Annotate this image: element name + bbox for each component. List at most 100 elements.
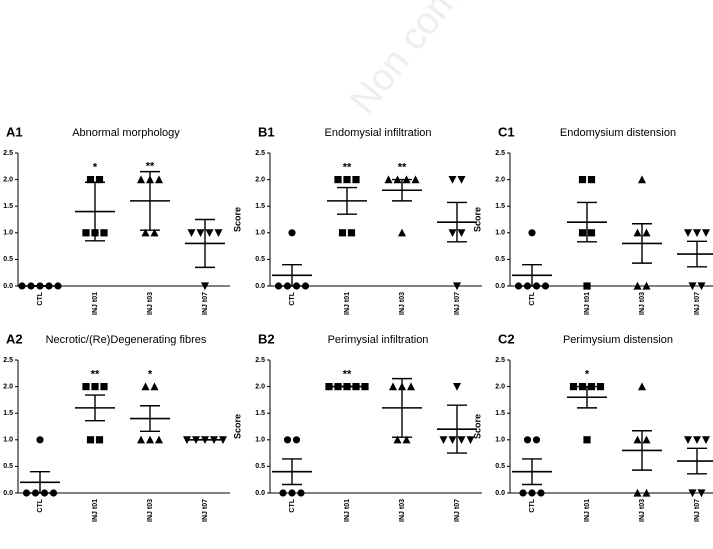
data-point (292, 436, 301, 444)
x-tick-label: CTL (289, 291, 296, 305)
data-point (633, 488, 642, 497)
y-tick-label: 1.0 (495, 230, 505, 237)
panel-title: Necrotic/(Re)Degenerating fibres (46, 334, 207, 346)
panel-label: B2 (258, 331, 275, 346)
y-tick-label: 2.5 (495, 357, 505, 364)
y-axis-label: Score (232, 414, 242, 439)
data-point (82, 229, 90, 237)
data-point (633, 435, 642, 444)
data-point (279, 489, 287, 497)
significance: * (148, 369, 153, 381)
data-point (86, 436, 95, 444)
y-tick-label: 1.5 (495, 203, 505, 210)
data-point (448, 436, 457, 444)
data-point (638, 175, 646, 184)
y-tick-label: 0.5 (495, 463, 505, 470)
y-tick-label: 2.0 (3, 176, 13, 183)
panel-title: Endomysial infiltration (325, 127, 432, 139)
data-point (457, 436, 466, 444)
data-point (532, 436, 541, 444)
data-point (288, 229, 296, 237)
data-point (155, 435, 163, 444)
data-point (205, 229, 214, 237)
x-tick-label: INJ t07 (202, 292, 209, 315)
x-tick-label: INJ t03 (639, 292, 646, 315)
data-point (297, 489, 305, 497)
data-point (633, 281, 642, 290)
x-tick-label: INJ t01 (584, 499, 591, 522)
data-point (596, 383, 605, 391)
x-tick-label: CTL (529, 291, 536, 305)
data-point (100, 229, 108, 237)
panel-title: Perimysium distension (563, 334, 673, 346)
data-point (283, 436, 292, 444)
data-point (196, 229, 205, 237)
data-point (86, 176, 95, 184)
data-point (587, 229, 596, 237)
data-point (137, 435, 145, 444)
panel-label: B1 (258, 124, 275, 139)
y-tick-label: 0.0 (255, 490, 265, 497)
y-tick-label: 2.5 (3, 357, 13, 364)
data-point (453, 383, 461, 391)
data-point (338, 229, 347, 237)
data-point (697, 282, 706, 291)
panel-label: C1 (498, 124, 515, 139)
data-point (457, 176, 466, 184)
x-tick-label: INJ t01 (344, 499, 351, 522)
significance: ** (398, 162, 407, 174)
data-point (201, 282, 209, 291)
data-point (642, 435, 651, 444)
x-tick-label: INJ t03 (399, 499, 406, 522)
panel-title: Endomysium distension (560, 127, 676, 139)
data-point (137, 175, 145, 184)
y-tick-label: 2.0 (255, 383, 265, 390)
data-point (693, 436, 701, 444)
data-point (402, 435, 411, 444)
data-point (100, 383, 108, 391)
data-point (684, 229, 692, 237)
x-tick-label: INJ t01 (92, 292, 99, 315)
panel-label: C2 (498, 331, 515, 346)
y-tick-label: 1.5 (3, 203, 13, 210)
data-point (528, 229, 536, 237)
x-tick-label: CTL (289, 498, 296, 512)
data-point (155, 175, 163, 184)
x-tick-label: INJ t03 (639, 499, 646, 522)
y-tick-label: 0.5 (255, 256, 265, 263)
y-tick-label: 0.0 (495, 490, 505, 497)
data-point (95, 436, 104, 444)
y-tick-label: 0.5 (255, 463, 265, 470)
data-point (91, 383, 99, 391)
y-tick-label: 1.0 (495, 437, 505, 444)
data-point (187, 229, 196, 237)
data-point (693, 229, 701, 237)
x-tick-label: CTL (529, 498, 536, 512)
data-point (569, 383, 578, 391)
y-tick-label: 0.0 (495, 283, 505, 290)
significance: ** (343, 369, 352, 381)
data-point (466, 436, 475, 444)
y-axis-label: Score (232, 207, 242, 232)
data-point (407, 382, 415, 391)
x-tick-label: INJ t07 (694, 499, 701, 522)
y-tick-label: 1.5 (495, 410, 505, 417)
data-point (523, 436, 532, 444)
x-tick-label: CTL (37, 498, 44, 512)
data-point (514, 282, 523, 290)
significance: * (585, 369, 590, 381)
data-point (578, 176, 587, 184)
data-point (146, 435, 154, 444)
data-point (347, 229, 356, 237)
data-point (688, 489, 697, 498)
data-point (352, 176, 360, 184)
data-point (578, 229, 587, 237)
significance: * (93, 162, 98, 174)
y-tick-label: 1.0 (3, 230, 13, 237)
data-point (82, 383, 90, 391)
data-point (389, 382, 397, 391)
x-tick-label: INJ t03 (147, 499, 154, 522)
y-axis-label: Score (472, 207, 482, 232)
x-tick-label: INJ t07 (454, 292, 461, 315)
y-tick-label: 1.0 (255, 437, 265, 444)
